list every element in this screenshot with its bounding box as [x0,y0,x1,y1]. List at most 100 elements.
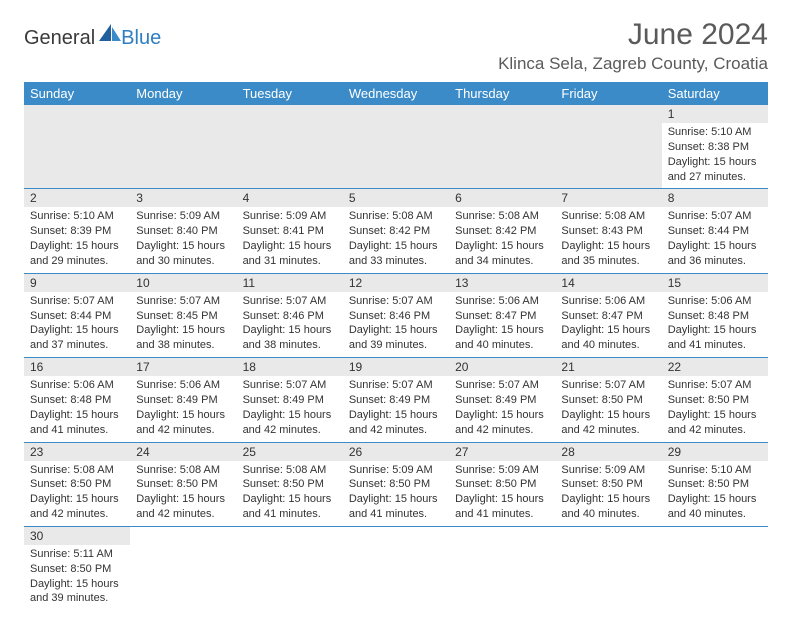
calendar-cell [24,105,130,189]
day-details: Sunrise: 5:09 AMSunset: 8:41 PMDaylight:… [237,207,343,272]
calendar-table: SundayMondayTuesdayWednesdayThursdayFrid… [24,82,768,610]
logo-sail-icon [99,24,121,47]
daylight-text: Daylight: 15 hours [136,323,230,338]
sunrise-text: Sunrise: 5:07 AM [668,378,762,393]
sunrise-text: Sunrise: 5:10 AM [30,209,124,224]
sunrise-text: Sunrise: 5:11 AM [30,547,124,562]
sunset-text: Sunset: 8:50 PM [668,477,762,492]
day-number: 16 [24,358,130,376]
calendar-body: 1 Sunrise: 5:10 AM Sunset: 8:38 PM Daylight… [24,105,768,610]
sunset-text: Sunset: 8:42 PM [349,224,443,239]
daylight-text: Daylight: 15 hours [136,239,230,254]
calendar-week-row: 2Sunrise: 5:10 AMSunset: 8:39 PMDaylight… [24,189,768,273]
calendar-cell [237,526,343,610]
sunset-text: Sunset: 8:50 PM [30,562,124,577]
day-details: Sunrise: 5:09 AMSunset: 8:50 PMDaylight:… [343,461,449,526]
sunset-text: Sunset: 8:50 PM [561,477,655,492]
daylight-text: and 42 minutes. [136,423,230,438]
day-number: 23 [24,443,130,461]
daylight-text: and 33 minutes. [349,254,443,269]
daylight-text: Daylight: 15 hours [243,408,337,423]
daylight-text: Daylight: 15 hours [243,323,337,338]
day-number: 30 [24,527,130,545]
day-number: 17 [130,358,236,376]
sunset-text: Sunset: 8:48 PM [668,309,762,324]
calendar-cell: 14Sunrise: 5:06 AMSunset: 8:47 PMDayligh… [555,273,661,357]
sunrise-text: Sunrise: 5:07 AM [349,378,443,393]
calendar-cell: 6Sunrise: 5:08 AMSunset: 8:42 PMDaylight… [449,189,555,273]
calendar-cell [662,526,768,610]
weekday-header: Sunday [24,82,130,105]
sunset-text: Sunset: 8:41 PM [243,224,337,239]
calendar-cell [343,526,449,610]
calendar-page: General Blue June 2024 Klinca Sela, Zagr… [0,0,792,628]
daylight-text: Daylight: 15 hours [30,239,124,254]
daylight-text: Daylight: 15 hours [136,408,230,423]
daylight-text: Daylight: 15 hours [561,408,655,423]
day-number: 21 [555,358,661,376]
daylight-text: and 42 minutes. [30,507,124,522]
day-number: 19 [343,358,449,376]
daylight-text: Daylight: 15 hours [30,492,124,507]
daylight-text: and 40 minutes. [561,507,655,522]
calendar-cell: 9Sunrise: 5:07 AMSunset: 8:44 PMDaylight… [24,273,130,357]
daylight-text: and 27 minutes. [668,170,762,185]
day-number: 13 [449,274,555,292]
day-details: Sunrise: 5:07 AMSunset: 8:45 PMDaylight:… [130,292,236,357]
sunrise-text: Sunrise: 5:08 AM [30,463,124,478]
day-details: Sunrise: 5:09 AMSunset: 8:50 PMDaylight:… [555,461,661,526]
calendar-cell: 25Sunrise: 5:08 AMSunset: 8:50 PMDayligh… [237,442,343,526]
calendar-cell: 10Sunrise: 5:07 AMSunset: 8:45 PMDayligh… [130,273,236,357]
day-number: 1 [662,105,768,123]
calendar-cell [343,105,449,189]
sunrise-text: Sunrise: 5:06 AM [561,294,655,309]
calendar-cell: 30Sunrise: 5:11 AMSunset: 8:50 PMDayligh… [24,526,130,610]
sunset-text: Sunset: 8:50 PM [349,477,443,492]
day-number: 28 [555,443,661,461]
daylight-text: Daylight: 15 hours [455,323,549,338]
sunset-text: Sunset: 8:50 PM [136,477,230,492]
day-details: Sunrise: 5:08 AMSunset: 8:50 PMDaylight:… [130,461,236,526]
day-details: Sunrise: 5:07 AMSunset: 8:46 PMDaylight:… [237,292,343,357]
sunrise-text: Sunrise: 5:07 AM [30,294,124,309]
sunset-text: Sunset: 8:50 PM [668,393,762,408]
sunset-text: Sunset: 8:50 PM [455,477,549,492]
weekday-header: Friday [555,82,661,105]
calendar-cell [130,105,236,189]
day-details: Sunrise: 5:07 AMSunset: 8:44 PMDaylight:… [24,292,130,357]
daylight-text: Daylight: 15 hours [668,323,762,338]
sunrise-text: Sunrise: 5:08 AM [243,463,337,478]
daylight-text: Daylight: 15 hours [349,492,443,507]
sunset-text: Sunset: 8:49 PM [136,393,230,408]
calendar-cell: 23Sunrise: 5:08 AMSunset: 8:50 PMDayligh… [24,442,130,526]
day-details: Sunrise: 5:06 AMSunset: 8:49 PMDaylight:… [130,376,236,441]
daylight-text: and 41 minutes. [349,507,443,522]
daylight-text: and 40 minutes. [668,507,762,522]
calendar-cell: 17Sunrise: 5:06 AMSunset: 8:49 PMDayligh… [130,358,236,442]
daylight-text: and 41 minutes. [668,338,762,353]
daylight-text: and 39 minutes. [30,591,124,606]
sunrise-text: Sunrise: 5:07 AM [349,294,443,309]
sunrise-text: Sunrise: 5:08 AM [561,209,655,224]
sunset-text: Sunset: 8:42 PM [455,224,549,239]
calendar-cell [555,526,661,610]
calendar-cell: 22Sunrise: 5:07 AMSunset: 8:50 PMDayligh… [662,358,768,442]
daylight-text: and 29 minutes. [30,254,124,269]
calendar-cell [130,526,236,610]
daylight-text: Daylight: 15 hours [349,408,443,423]
day-number: 29 [662,443,768,461]
daylight-text: and 41 minutes. [243,507,337,522]
sunrise-text: Sunrise: 5:07 AM [243,294,337,309]
page-header: General Blue June 2024 Klinca Sela, Zagr… [24,18,768,74]
day-details: Sunrise: 5:07 AMSunset: 8:49 PMDaylight:… [237,376,343,441]
daylight-text: and 36 minutes. [668,254,762,269]
sunset-text: Sunset: 8:38 PM [668,140,762,155]
day-number: 7 [555,189,661,207]
daylight-text: and 39 minutes. [349,338,443,353]
calendar-week-row: 9Sunrise: 5:07 AMSunset: 8:44 PMDaylight… [24,273,768,357]
day-number: 12 [343,274,449,292]
calendar-cell: 13Sunrise: 5:06 AMSunset: 8:47 PMDayligh… [449,273,555,357]
sunset-text: Sunset: 8:50 PM [243,477,337,492]
daylight-text: Daylight: 15 hours [243,239,337,254]
sunrise-text: Sunrise: 5:09 AM [349,463,443,478]
